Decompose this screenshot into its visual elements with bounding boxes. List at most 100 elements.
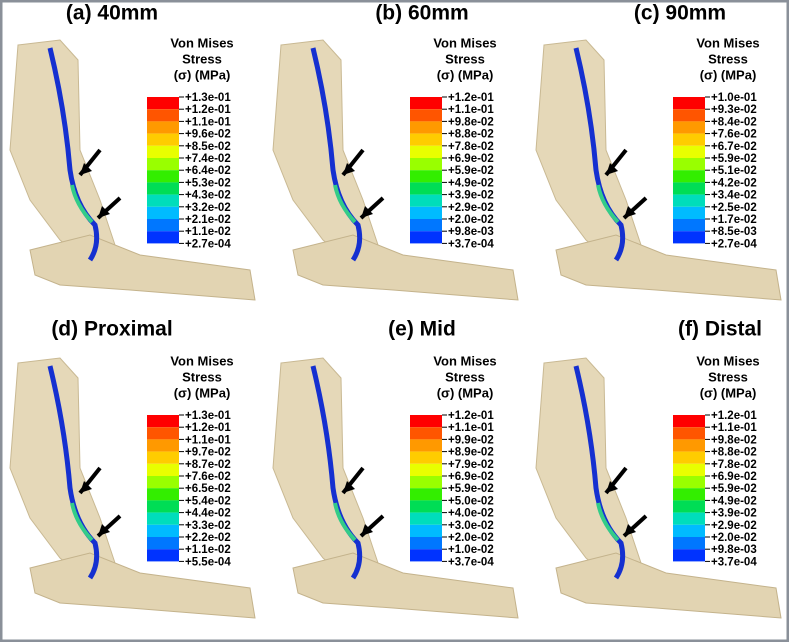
legend-swatch <box>673 158 705 171</box>
legend-title: (σ) (MPa) <box>174 67 231 82</box>
legend-label: +5.1e-02 <box>711 165 757 177</box>
legend-swatch <box>147 500 179 513</box>
legend-label: +4.9e-02 <box>711 495 757 507</box>
legend-title: Stress <box>445 369 485 384</box>
legend-label: +2.0e-02 <box>448 532 494 544</box>
legend-label: +5.3e-02 <box>185 177 231 189</box>
legend-swatch <box>147 439 179 452</box>
legend-swatch <box>410 463 442 476</box>
legend-label: +9.8e-02 <box>448 116 494 128</box>
legend-label: +1.7e-02 <box>711 214 757 226</box>
legend-label: +8.4e-02 <box>711 116 757 128</box>
legend-label: +9.8e-03 <box>711 544 757 556</box>
legend-swatch <box>147 158 179 171</box>
legend-label: +2.2e-02 <box>185 532 231 544</box>
legend-swatch <box>673 145 705 158</box>
legend-swatch <box>673 512 705 525</box>
legend-swatch <box>147 170 179 183</box>
legend-swatch <box>673 219 705 232</box>
legend-label: +6.9e-02 <box>711 471 757 483</box>
legend-swatch <box>673 549 705 562</box>
legend-swatch <box>147 133 179 146</box>
legend-swatch <box>410 537 442 550</box>
legend-swatch <box>673 500 705 513</box>
legend-swatch <box>147 512 179 525</box>
legend-label: +1.3e-01 <box>185 410 231 422</box>
legend-swatch <box>410 476 442 489</box>
legend-label: +9.8e-02 <box>711 434 757 446</box>
legend-label: +8.8e-02 <box>448 129 494 141</box>
legend-swatch <box>673 194 705 207</box>
legend-label: +3.7e-04 <box>448 556 494 568</box>
panel-title: (a) 40mm <box>66 2 158 25</box>
panel-title: (f) Distal <box>678 318 762 341</box>
legend-title: (σ) (MPa) <box>700 385 757 400</box>
legend-label: +7.8e-02 <box>448 141 494 153</box>
arrow-head <box>606 163 618 175</box>
legend-label: +1.2e-01 <box>448 92 494 104</box>
forearm <box>29 552 256 619</box>
legend-swatch <box>410 109 442 122</box>
legend-label: +5.0e-02 <box>448 495 494 507</box>
legend-label: +2.5e-02 <box>711 202 757 214</box>
legend-title: (σ) (MPa) <box>437 67 494 82</box>
legend-title: Stress <box>445 51 485 66</box>
legend-label: +7.6e-02 <box>185 471 231 483</box>
legend-swatch <box>673 439 705 452</box>
nerve-hot <box>596 184 620 224</box>
legend-swatch <box>147 549 179 562</box>
arrow-head <box>361 206 373 218</box>
legend-label: +8.8e-02 <box>711 447 757 459</box>
legend-label: +4.4e-02 <box>185 508 231 520</box>
legend-label: +2.0e-02 <box>448 214 494 226</box>
arrow-head <box>343 163 355 175</box>
legend-label: +2.9e-02 <box>448 202 494 214</box>
legend-swatch <box>673 182 705 195</box>
legend-swatch <box>673 133 705 146</box>
legend-swatch <box>147 415 179 428</box>
nerve-hot <box>333 184 357 224</box>
legend-label: +1.1e-01 <box>185 116 231 128</box>
legend-swatch <box>147 97 179 110</box>
legend-swatch <box>410 133 442 146</box>
legend-swatch <box>410 158 442 171</box>
arrow-head <box>80 163 92 175</box>
forearm <box>555 552 782 619</box>
legend-label: +3.0e-02 <box>448 520 494 532</box>
legend-title: Von Mises <box>170 35 233 50</box>
nerve-hot <box>596 502 620 542</box>
legend-label: +3.4e-02 <box>711 190 757 202</box>
legend-label: +9.6e-02 <box>185 129 231 141</box>
legend-swatch <box>147 476 179 489</box>
legend-label: +7.9e-02 <box>448 459 494 471</box>
legend-swatch <box>673 537 705 550</box>
legend-label: +8.9e-02 <box>448 447 494 459</box>
legend-title: Stress <box>182 51 222 66</box>
legend-label: +2.9e-02 <box>711 520 757 532</box>
legend-swatch <box>147 145 179 158</box>
legend-title: Von Mises <box>170 353 233 368</box>
legend-title: (σ) (MPa) <box>174 385 231 400</box>
legend-label: +1.1e-02 <box>185 544 231 556</box>
legend-swatch <box>673 463 705 476</box>
panel-title: (b) 60mm <box>375 2 468 25</box>
legend-swatch <box>147 463 179 476</box>
legend-title: Von Mises <box>696 353 759 368</box>
legend-swatch <box>673 451 705 464</box>
legend-swatch <box>147 524 179 537</box>
legend-swatch <box>410 182 442 195</box>
legend-swatch <box>410 231 442 244</box>
legend-label: +3.9e-02 <box>448 190 494 202</box>
legend-label: +1.2e-01 <box>185 104 231 116</box>
legend-label: +1.3e-01 <box>185 92 231 104</box>
legend-label: +1.2e-01 <box>185 422 231 434</box>
forearm <box>292 234 519 301</box>
legend-label: +1.1e-01 <box>448 422 494 434</box>
legend-swatch <box>673 488 705 501</box>
forearm <box>555 234 782 301</box>
